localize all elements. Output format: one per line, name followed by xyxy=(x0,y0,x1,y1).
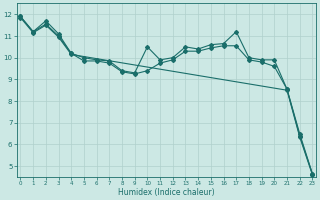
X-axis label: Humidex (Indice chaleur): Humidex (Indice chaleur) xyxy=(118,188,215,197)
